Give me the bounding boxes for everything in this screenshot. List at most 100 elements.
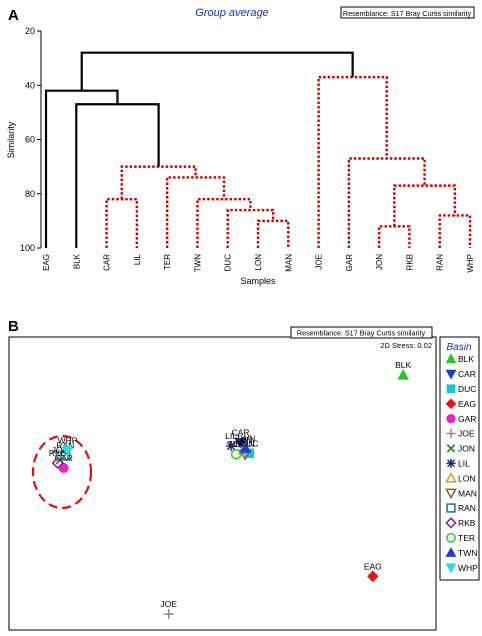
- y-tick-label: 60: [25, 135, 35, 145]
- legend-label-whp: WHP: [458, 563, 478, 573]
- y-tick-label: 40: [25, 80, 35, 90]
- legend-label-lil: LIL: [458, 459, 470, 469]
- legend-label-lon: LON: [458, 473, 475, 483]
- resemblance-box-b: [290, 326, 433, 339]
- mds-point-label-ter: TER: [228, 439, 245, 449]
- legend-symbol-joe: [446, 428, 456, 439]
- legend-label-jon: JON: [458, 444, 475, 454]
- dendrogram-branch: [317, 75, 388, 248]
- legend-label-ran: RAN: [458, 503, 476, 513]
- mds-point-eag: [367, 570, 379, 583]
- dendrogram-branch: [438, 214, 472, 248]
- leaf-label-eag: EAG: [42, 254, 51, 271]
- dendrogram-branch: [105, 197, 139, 248]
- mds-points: BLKCARDUCEAGGARJOEJONLILLONMANRANRKBTERT…: [49, 360, 411, 620]
- legend-label-eag: EAG: [458, 399, 476, 409]
- mds-point-ter: [230, 448, 242, 460]
- mds-point-rkb: [51, 456, 64, 470]
- legend-label-blk: BLK: [458, 354, 474, 364]
- dendrogram-branch: [377, 225, 411, 248]
- leaf-label-whp: WHP: [466, 254, 475, 273]
- legend-symbol-lil: [446, 458, 456, 468]
- legend-label-man: MAN: [458, 488, 477, 498]
- dendrogram-panel: A Group average Resemblance: S17 Bray Cu…: [6, 6, 475, 286]
- mds-point-label-joe: JOE: [160, 599, 177, 609]
- y-tick-label: 80: [25, 189, 35, 199]
- cluster-highlight-ellipse: [31, 434, 93, 510]
- leaf-label-gar: GAR: [345, 254, 354, 272]
- mds-point-label-lil: LIL: [225, 431, 237, 441]
- mds-point-label-ran: RAN: [56, 441, 74, 451]
- dendrogram-branch: [165, 176, 226, 248]
- leaf-label-rkb: RKB: [405, 254, 414, 270]
- y-tick-label: 100: [20, 243, 35, 253]
- chart-title: Group average: [195, 7, 268, 19]
- leaf-label-ran: RAN: [436, 254, 445, 271]
- x-axis-label: Samples: [240, 276, 276, 286]
- panel-label-a: A: [8, 7, 19, 24]
- legend-symbol-whp: [445, 563, 457, 574]
- leaf-label-twn: TWN: [193, 254, 202, 272]
- dendrogram-branch: [256, 219, 290, 248]
- legend-symbol-lon: [445, 472, 457, 483]
- y-tick-label: 20: [25, 26, 35, 36]
- panel-label-b: B: [8, 318, 19, 335]
- leaf-label-blk: BLK: [72, 253, 81, 269]
- legend-symbol-rkb: [445, 517, 457, 529]
- legend-label-joe: JOE: [458, 429, 475, 439]
- mds-point-label-car: CAR: [231, 427, 249, 437]
- mds-point-label-whp: WHP: [58, 436, 78, 446]
- leaf-label-jon: JON: [375, 254, 384, 270]
- legend-symbol-jon: [446, 444, 456, 453]
- resemblance-label-b: Resemblance: S17 Bray Curtis similarity: [297, 329, 426, 338]
- mds-point-blk: [397, 369, 409, 380]
- mds-point-label-jon: JON: [52, 445, 69, 455]
- legend-symbol-duc: [446, 384, 456, 394]
- leaf-label-lon: LON: [254, 254, 263, 271]
- leaf-label-car: CAR: [103, 254, 112, 271]
- mds-point-label-gar: GAR: [54, 453, 72, 463]
- leaf-label-joe: JOE: [315, 254, 324, 270]
- mds-point-twn: [239, 442, 252, 453]
- mds-point-label-rkb: RKB: [49, 448, 67, 458]
- dendrogram-branch: [226, 208, 275, 248]
- leaf-label-man: MAN: [284, 254, 293, 272]
- legend-label-ter: TER: [458, 533, 475, 543]
- mds-plot-frame: [8, 336, 437, 631]
- y-ticks: 20 40 60 80 100: [20, 26, 41, 253]
- stress-label: 2D Stress: 0.02: [380, 341, 432, 350]
- legend-label-twn: TWN: [458, 548, 477, 558]
- dendrogram-branch: [80, 51, 354, 91]
- y-axis-label: Similarity: [6, 121, 16, 158]
- mds-point-whp: [61, 446, 74, 457]
- legend-label-duc: DUC: [458, 384, 476, 394]
- resemblance-label-a: Resemblance: S17 Bray Curtis similarity: [343, 9, 472, 18]
- leaf-label-lil: LIL: [133, 253, 142, 265]
- mds-point-joe: [163, 609, 174, 620]
- mds-point-label-lon: LON: [235, 435, 252, 445]
- dendrogram-branch: [120, 165, 197, 200]
- legend-label-gar: GAR: [458, 414, 476, 424]
- legend-symbol-gar: [446, 413, 456, 424]
- dendrogram-branch: [196, 197, 252, 248]
- legend-label-rkb: RKB: [458, 518, 476, 528]
- leaf-label-duc: DUC: [224, 254, 233, 272]
- mds-point-lil: [226, 440, 237, 451]
- mds-point-car: [234, 437, 247, 449]
- resemblance-box-a: [340, 6, 475, 19]
- mds-point-label-duc: DUC: [240, 438, 258, 448]
- mds-panel: B Resemblance: S17 Bray Curtis similarit…: [8, 318, 480, 631]
- legend-symbol-eag: [445, 398, 457, 410]
- legend-label-car: CAR: [458, 369, 476, 379]
- dendrogram-branch: [393, 184, 457, 227]
- legend-symbol-ter: [446, 532, 456, 543]
- mds-point-label-twn: TWN: [236, 433, 255, 443]
- legend-symbol-car: [445, 369, 457, 380]
- legend-title: Basin: [446, 342, 471, 353]
- legend-symbol-twn: [445, 547, 457, 557]
- dendrogram-branch: [75, 103, 160, 248]
- legend-symbol-man: [445, 488, 457, 500]
- mds-point-label-blk: BLK: [395, 360, 411, 370]
- legend-entries: BLK CAR DUC EAG GAR JOE JON LIL LON MAN RAN RKB TER T…: [445, 353, 478, 574]
